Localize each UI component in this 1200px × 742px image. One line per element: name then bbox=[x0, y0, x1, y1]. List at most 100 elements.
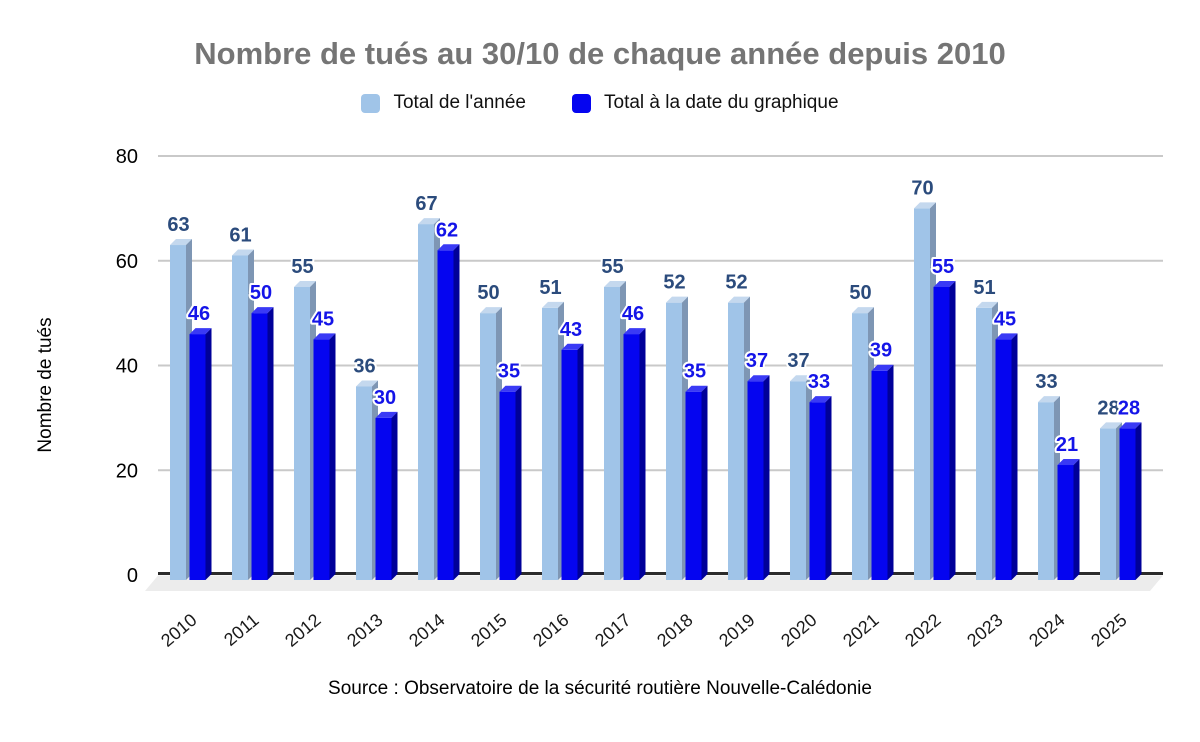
bar-top-total-year-2010 bbox=[170, 239, 192, 246]
bar-total-year-2022 bbox=[914, 208, 930, 580]
bar-top-total-year-2021 bbox=[852, 307, 874, 314]
value-label-total-year-2013: 36 bbox=[353, 355, 375, 377]
bar-side-total-to-date-2023 bbox=[1011, 333, 1018, 580]
value-label-total-to-date-2020: 33 bbox=[808, 371, 830, 393]
x-tick-label-2011: 2011 bbox=[220, 610, 263, 650]
chart-title: Nombre de tués au 30/10 de chaque année … bbox=[194, 36, 1006, 71]
bar-top-total-to-date-2024 bbox=[1057, 459, 1080, 466]
bar-total-year-2021 bbox=[852, 313, 868, 580]
bar-side-total-to-date-2024 bbox=[1073, 459, 1080, 580]
bar-side-total-to-date-2018 bbox=[701, 385, 708, 580]
legend-item-total-year: Total de l'année bbox=[361, 92, 526, 114]
bar-top-total-year-2012 bbox=[294, 280, 316, 287]
bar-side-total-to-date-2011 bbox=[267, 307, 274, 580]
bar-total-year-2024 bbox=[1038, 402, 1054, 580]
legend-swatch-total-to-date bbox=[572, 93, 591, 113]
bar-total-year-2011 bbox=[232, 255, 248, 580]
value-label-total-to-date-2018: 35 bbox=[684, 361, 706, 383]
bar-top-total-to-date-2013 bbox=[375, 411, 398, 418]
bar-total-to-date-2011 bbox=[251, 313, 268, 580]
bar-top-total-year-2024 bbox=[1038, 396, 1060, 403]
bar-total-year-2012 bbox=[294, 286, 310, 580]
value-label-total-year-2021: 50 bbox=[849, 282, 871, 304]
bar-total-year-2013 bbox=[356, 386, 372, 580]
value-label-total-to-date-2011: 50 bbox=[250, 282, 272, 304]
x-tick-label-2022: 2022 bbox=[901, 610, 945, 651]
x-tick-label-2017: 2017 bbox=[591, 610, 635, 651]
bar-side-total-to-date-2016 bbox=[577, 343, 584, 580]
bar-total-to-date-2015 bbox=[499, 391, 516, 580]
x-tick-label-2018: 2018 bbox=[653, 610, 697, 651]
value-label-total-year-2014: 67 bbox=[415, 193, 437, 215]
value-label-total-year-2015: 50 bbox=[477, 282, 499, 304]
bar-side-total-to-date-2010 bbox=[205, 328, 212, 580]
value-label-total-to-date-2013: 30 bbox=[374, 387, 396, 409]
bar-total-to-date-2010 bbox=[189, 334, 206, 580]
x-tick-label-2015: 2015 bbox=[467, 610, 511, 651]
bar-top-total-year-2011 bbox=[232, 249, 254, 256]
value-label-total-year-2023: 51 bbox=[973, 277, 995, 299]
x-tick-label-2023: 2023 bbox=[963, 610, 1007, 651]
bar-side-total-to-date-2013 bbox=[391, 411, 398, 580]
bar-side-total-to-date-2020 bbox=[825, 396, 832, 580]
legend: Total de l'année Total à la date du grap… bbox=[0, 92, 1200, 114]
bar-top-total-year-2015 bbox=[480, 307, 502, 314]
x-tick-label-2021: 2021 bbox=[839, 610, 883, 651]
x-tick-label-2016: 2016 bbox=[529, 610, 573, 651]
bar-top-total-to-date-2014 bbox=[437, 244, 460, 251]
bar-top-total-to-date-2011 bbox=[251, 307, 274, 314]
value-label-total-year-2012: 55 bbox=[291, 256, 313, 278]
bar-top-total-to-date-2025 bbox=[1119, 422, 1142, 429]
bar-total-to-date-2022 bbox=[933, 286, 950, 580]
bar-top-total-to-date-2017 bbox=[623, 328, 646, 335]
legend-swatch-total-year bbox=[361, 93, 381, 113]
y-tick-label-0: 0 bbox=[127, 565, 138, 587]
value-label-total-to-date-2010: 46 bbox=[188, 303, 210, 325]
bar-total-year-2014 bbox=[418, 224, 434, 580]
bar-total-to-date-2018 bbox=[685, 391, 702, 580]
value-label-total-year-2016: 51 bbox=[539, 277, 561, 299]
value-label-total-year-2019: 52 bbox=[725, 272, 747, 294]
bar-total-year-2016 bbox=[542, 307, 558, 580]
bar-top-total-to-date-2018 bbox=[685, 385, 708, 392]
value-label-total-year-2010: 63 bbox=[167, 214, 189, 236]
bar-top-total-year-2019 bbox=[728, 296, 750, 303]
bar-top-total-to-date-2012 bbox=[313, 333, 336, 340]
legend-label-total-year: Total de l'année bbox=[393, 92, 526, 113]
y-tick-label-80: 80 bbox=[116, 146, 138, 168]
value-label-total-year-2017: 55 bbox=[601, 256, 623, 278]
bar-total-to-date-2024 bbox=[1057, 465, 1074, 580]
bar-total-year-2015 bbox=[480, 313, 496, 580]
value-label-total-to-date-2017: 46 bbox=[622, 303, 644, 325]
bar-total-to-date-2019 bbox=[747, 381, 764, 580]
bar-total-year-2018 bbox=[666, 302, 682, 580]
bar-total-year-2010 bbox=[170, 245, 186, 580]
bar-side-total-to-date-2012 bbox=[329, 333, 336, 580]
bar-top-total-year-2017 bbox=[604, 280, 626, 287]
bar-total-to-date-2025 bbox=[1119, 428, 1136, 580]
bar-total-year-2023 bbox=[976, 307, 992, 580]
value-label-total-to-date-2012: 45 bbox=[312, 308, 334, 330]
bar-top-total-to-date-2010 bbox=[189, 328, 212, 335]
bar-total-to-date-2016 bbox=[561, 349, 578, 580]
bar-side-total-to-date-2025 bbox=[1135, 422, 1142, 580]
value-label-total-to-date-2014: 62 bbox=[436, 219, 458, 241]
chart-floor bbox=[145, 575, 1163, 591]
bar-side-total-to-date-2015 bbox=[515, 385, 522, 580]
source-caption: Source : Observatoire de la sécurité rou… bbox=[328, 678, 872, 699]
value-label-total-to-date-2022: 55 bbox=[932, 256, 954, 278]
legend-item-total-to-date: Total à la date du graphique bbox=[572, 92, 839, 114]
bar-total-year-2025 bbox=[1100, 428, 1116, 580]
value-label-total-to-date-2024: 21 bbox=[1056, 434, 1078, 456]
bar-top-total-year-2020 bbox=[790, 375, 812, 382]
y-tick-label-40: 40 bbox=[116, 356, 138, 378]
bar-side-total-to-date-2021 bbox=[887, 364, 894, 580]
bar-top-total-to-date-2019 bbox=[747, 375, 770, 382]
bar-total-to-date-2017 bbox=[623, 334, 640, 580]
legend-label-total-to-date: Total à la date du graphique bbox=[604, 92, 839, 113]
value-label-total-to-date-2015: 35 bbox=[498, 361, 520, 383]
bar-side-total-to-date-2017 bbox=[639, 328, 646, 580]
x-tick-label-2010: 2010 bbox=[157, 610, 201, 651]
